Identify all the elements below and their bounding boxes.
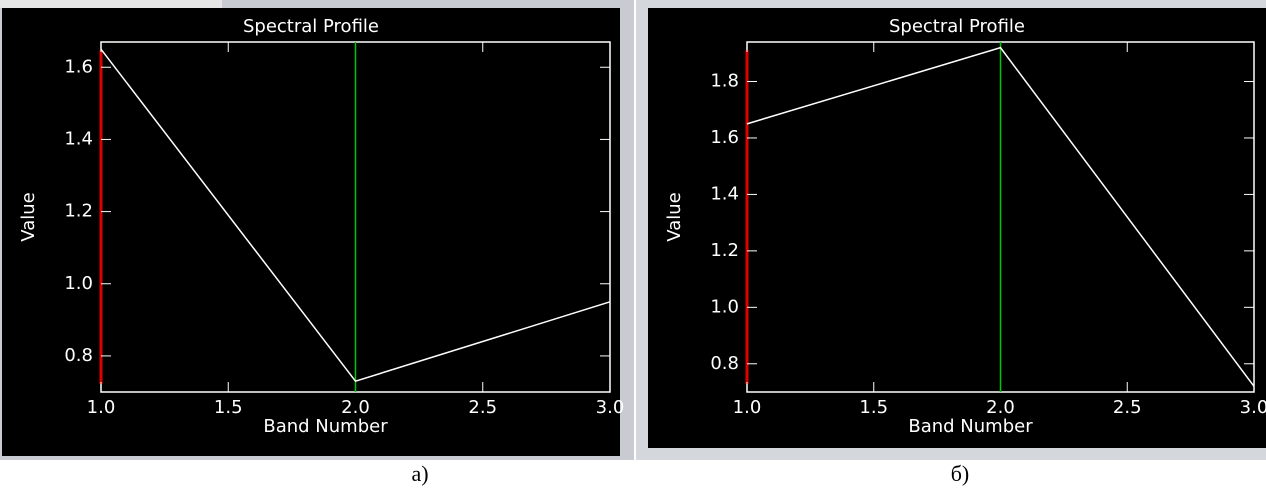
y-tick-label: 1.2	[710, 240, 739, 261]
x-tick-label: 3.0	[596, 397, 625, 418]
x-tick-label: 2.0	[341, 397, 370, 418]
chart-title: Spectral Profile	[889, 16, 1025, 37]
x-axis-label: Band Number	[908, 416, 1033, 437]
spectrum-line	[100, 48, 611, 383]
spectrum-line	[746, 46, 1255, 387]
x-tick-label: 2.5	[1113, 397, 1142, 418]
x-tick-label: 3.0	[1240, 397, 1266, 418]
x-tick-label: 2.5	[468, 397, 497, 418]
y-tick-label: 1.0	[64, 273, 93, 294]
y-axis-label: Value	[18, 192, 39, 241]
y-tick-label: 1.2	[64, 201, 93, 222]
y-tick-label: 1.6	[64, 56, 93, 77]
x-tick-label: 2.0	[986, 397, 1015, 418]
x-tick-label: 1.5	[214, 397, 243, 418]
y-tick-label: 1.6	[710, 127, 739, 148]
caption: б)	[951, 461, 970, 486]
x-tick-label: 1.0	[733, 397, 762, 418]
x-tick-label: 1.5	[859, 397, 888, 418]
panel-tab	[0, 0, 222, 8]
y-tick-label: 1.0	[710, 296, 739, 317]
y-tick-label: 0.8	[64, 345, 93, 366]
plot-window	[648, 8, 1266, 448]
y-tick-label: 1.8	[710, 71, 739, 92]
chart-title: Spectral Profile	[243, 16, 379, 37]
y-tick-label: 1.4	[64, 128, 93, 149]
y-tick-label: 1.4	[710, 183, 739, 204]
x-tick-label: 1.0	[87, 397, 116, 418]
plot-window	[2, 8, 620, 456]
y-tick-label: 0.8	[710, 353, 739, 374]
caption: а)	[411, 461, 428, 486]
y-axis-label: Value	[664, 192, 685, 241]
x-axis-label: Band Number	[263, 416, 388, 437]
